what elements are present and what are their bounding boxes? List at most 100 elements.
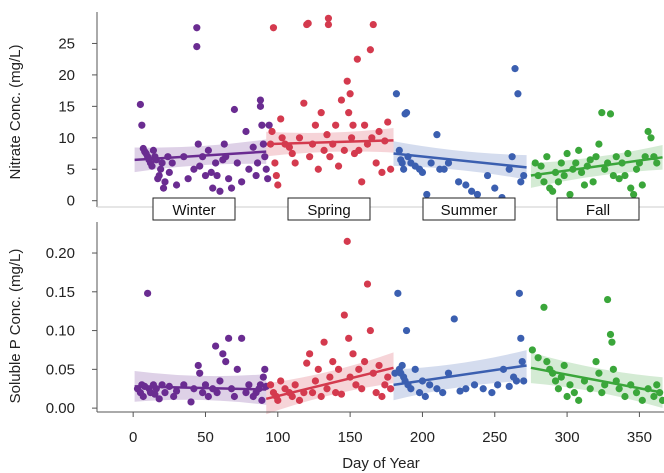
nitrate-winter-point <box>238 178 246 186</box>
phosphorus-spring-point <box>378 392 386 401</box>
x-tick-label: 300 <box>555 429 580 446</box>
nitrate-spring-point <box>324 14 333 22</box>
phosphorus-summer-point <box>433 385 441 393</box>
nitrate-fall-point <box>537 162 545 170</box>
nitrate-spring-point <box>346 90 354 98</box>
season-label-spring: Spring <box>307 202 350 219</box>
nitrate-winter-point <box>265 121 273 129</box>
phosphorus-summer-point <box>444 369 453 377</box>
nitrate-fall-point <box>612 153 620 161</box>
phosphorus-spring-point <box>332 389 340 397</box>
phosphorus-winter-point <box>190 385 198 393</box>
nitrate-summer-point <box>508 153 516 161</box>
phosphorus-winter-point <box>161 389 169 397</box>
nitrate-winter-point <box>204 146 212 154</box>
phosphorus-winter-point <box>227 385 236 393</box>
nitrate-winter-point <box>207 168 215 177</box>
phosphorus-winter-point <box>196 369 204 377</box>
season-label-winter: Winter <box>172 202 215 219</box>
phosphorus-fall-point <box>575 396 583 404</box>
nitrate-fall-point <box>621 171 629 180</box>
phosphorus-y-tick-label: 0.10 <box>46 323 75 340</box>
x-tick-label: 350 <box>627 429 652 446</box>
nitrate-summer-point <box>462 181 470 189</box>
nitrate-y-tick-label: 0 <box>67 193 75 210</box>
nitrate-spring-point <box>278 134 286 142</box>
phosphorus-summer-point <box>418 377 427 385</box>
nitrate-spring-point <box>381 137 389 145</box>
nitrate-winter-point <box>249 143 257 151</box>
phosphorus-spring-point <box>343 237 351 245</box>
nitrate-spring-point <box>272 171 280 180</box>
nitrate-winter-point <box>256 96 265 104</box>
phosphorus-winter-point <box>152 385 160 393</box>
phosphorus-summer-point <box>517 334 525 342</box>
nitrate-winter-point <box>256 102 265 110</box>
nitrate-spring-point <box>311 121 320 129</box>
nitrate-spring-point <box>334 162 343 170</box>
phosphorus-winter-point <box>256 381 265 389</box>
phosphorus-winter-point <box>261 365 269 373</box>
phosphorus-spring-point <box>277 377 285 385</box>
nitrate-summer-point <box>511 65 519 73</box>
phosphorus-spring-point <box>334 365 343 373</box>
nitrate-winter-point <box>155 171 163 180</box>
x-tick-label: 150 <box>338 429 363 446</box>
nitrate-winter-point <box>194 140 202 148</box>
phosphorus-summer-point <box>520 377 528 385</box>
phosphorus-spring-point <box>288 392 296 401</box>
nitrate-summer-point <box>505 165 513 173</box>
phosphorus-summer-point <box>407 385 415 393</box>
nitrate-fall-point <box>595 140 603 148</box>
nitrate-winter-point <box>222 153 230 161</box>
phosphorus-spring-point <box>355 365 363 373</box>
nitrate-winter-point <box>168 159 176 167</box>
phosphorus-fall-point <box>543 357 551 366</box>
nitrate-winter-point <box>233 159 241 167</box>
phosphorus-fall-point <box>570 389 578 397</box>
nitrate-spring-point <box>268 127 276 136</box>
phosphorus-summer-point <box>515 289 523 297</box>
nitrate-spring-point <box>304 19 312 27</box>
phosphorus-spring-point <box>375 361 383 370</box>
phosphorus-spring-point <box>300 389 308 397</box>
nitrate-winter-point <box>230 105 239 114</box>
nitrate-summer-point <box>395 146 403 154</box>
nitrate-winter-point <box>164 153 172 161</box>
phosphorus-winter-point <box>187 398 195 406</box>
nitrate-spring-point <box>368 134 376 142</box>
nitrate-spring-point <box>288 149 296 158</box>
x-tick-label: 50 <box>197 429 214 446</box>
phosphorus-summer-point <box>415 389 424 397</box>
nitrate-winter-point <box>201 171 210 180</box>
phosphorus-spring-point <box>337 390 346 398</box>
nitrate-summer-point <box>427 159 435 167</box>
phosphorus-spring-point <box>308 389 317 397</box>
phosphorus-winter-point <box>213 389 221 397</box>
nitrate-spring-point <box>324 20 333 29</box>
phosphorus-spring-point <box>346 373 354 381</box>
nitrate-winter-point <box>193 42 201 51</box>
nitrate-spring-point <box>337 96 346 104</box>
phosphorus-winter-point <box>172 387 181 395</box>
phosphorus-summer-point <box>439 389 447 397</box>
phosphorus-spring-point <box>340 311 348 319</box>
nitrate-fall-point <box>624 149 632 158</box>
phosphorus-winter-point <box>238 334 246 342</box>
nitrate-winter-point <box>227 184 236 192</box>
x-tick-label: 250 <box>482 429 507 446</box>
phosphorus-y-tick-label: 0.20 <box>46 245 75 262</box>
nitrate-summer-point <box>473 190 482 199</box>
nitrate-fall-point <box>632 165 641 173</box>
nitrate-spring-point <box>291 159 299 167</box>
nitrate-spring-point <box>300 99 308 107</box>
phosphorus-summer-point <box>499 365 508 373</box>
phosphorus-winter-point <box>212 342 220 350</box>
nitrate-winter-point <box>198 153 207 161</box>
phosphorus-fall-point <box>650 392 658 401</box>
phosphorus-winter-point <box>216 377 224 385</box>
nitrate-y-ticks: 0 5 10 15 20 25 <box>58 35 97 210</box>
nitrate-winter-point <box>242 127 250 136</box>
nitrate-summer-point <box>392 90 401 98</box>
nitrate-winter-point <box>258 121 266 129</box>
